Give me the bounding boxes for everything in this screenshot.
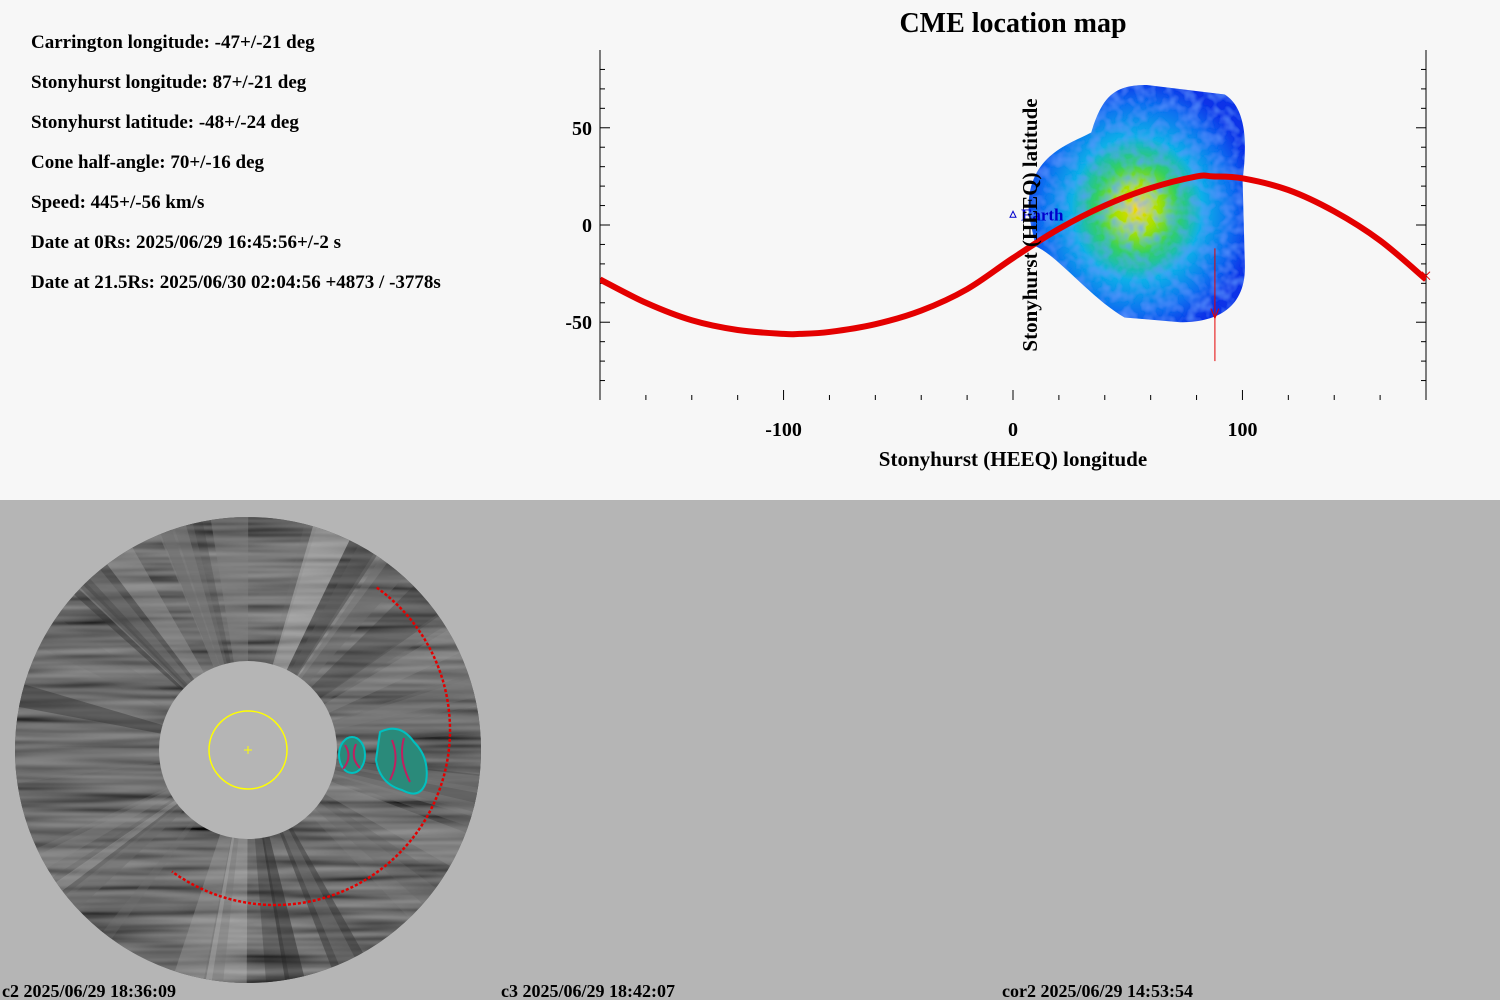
x-tick-label: 0	[1008, 419, 1018, 441]
c2-label: c2 2025/06/29 18:36:09	[2, 981, 176, 1000]
earth-icon	[1009, 210, 1017, 218]
stonyhurst-latitude: Stonyhurst latitude: -48+/-24 deg	[31, 112, 299, 133]
y-axis-label: Stonyhurst (HEEQ) latitude	[1018, 98, 1042, 351]
coronagraph-panels: c2 2025/06/29 18:36:09 c3 2025/06/29 18:…	[0, 500, 1500, 1000]
stonyhurst-longitude: Stonyhurst longitude: 87+/-21 deg	[31, 72, 307, 93]
x-tick-label: 100	[1227, 419, 1257, 441]
plot-axes: -100 0 100 -50 0 50	[565, 50, 1427, 441]
c2-image	[15, 517, 481, 983]
date-at-0rs: Date at 0Rs: 2025/06/29 16:45:56+/-2 s	[31, 232, 342, 253]
coronagraph-images	[15, 517, 481, 983]
c2-sun-circle	[208, 710, 288, 790]
earth-label: Earth	[1021, 205, 1064, 224]
curve-end-marker	[1421, 271, 1431, 281]
cme-location-map: -100 0 100 -50 0 50 Earth Stonyhurst (HEEQ) l…	[565, 50, 1431, 471]
x-tick-label: -100	[765, 419, 802, 441]
cme-intensity-region	[1028, 85, 1245, 323]
chart-title: CME location map	[899, 8, 1127, 39]
cor2-label: cor2 2025/06/29 14:53:54	[1002, 981, 1193, 1000]
date-at-21-5rs: Date at 21.5Rs: 2025/06/30 02:04:56 +487…	[31, 272, 441, 293]
y-tick-label: 50	[572, 118, 592, 140]
x-axis-label: Stonyhurst (HEEQ) longitude	[879, 447, 1147, 471]
cme-center-arrow-icon	[1210, 308, 1220, 320]
carrington-longitude: Carrington longitude: -47+/-21 deg	[31, 32, 315, 53]
cme-blob-shape	[1028, 85, 1245, 323]
c2-sun-center-icon	[244, 746, 252, 754]
c2-cme-front-arc	[171, 586, 452, 907]
markers: Earth	[1009, 205, 1431, 362]
c2-cme-contour	[338, 727, 428, 795]
c3-label: c3 2025/06/29 18:42:07	[501, 981, 675, 1000]
y-tick-label: -50	[565, 312, 592, 334]
cme-track-curve	[600, 172, 1426, 338]
speed: Speed: 445+/-56 km/s	[31, 192, 205, 213]
cone-half-angle: Cone half-angle: 70+/-16 deg	[31, 152, 265, 173]
y-tick-label: 0	[582, 215, 592, 237]
track-line	[600, 172, 1426, 338]
